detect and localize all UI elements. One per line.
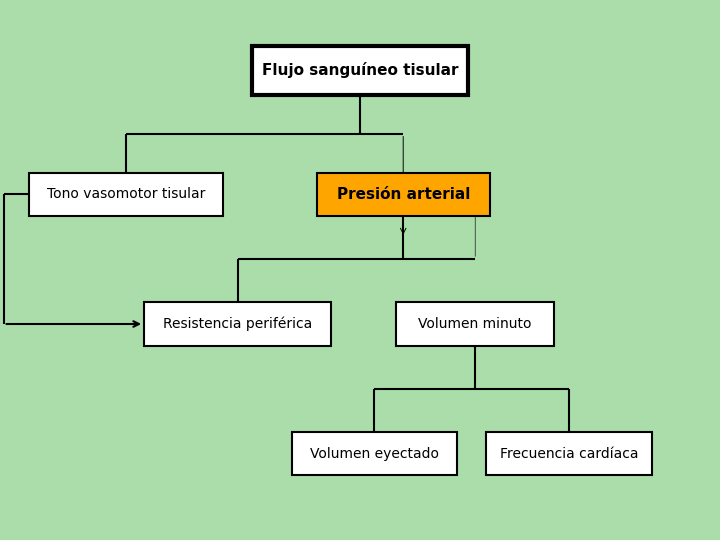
Text: Volumen minuto: Volumen minuto <box>418 317 532 331</box>
Text: Frecuencia cardíaca: Frecuencia cardíaca <box>500 447 638 461</box>
FancyBboxPatch shape <box>317 173 490 216</box>
FancyBboxPatch shape <box>29 173 223 216</box>
Text: Flujo sanguíneo tisular: Flujo sanguíneo tisular <box>262 62 458 78</box>
FancyBboxPatch shape <box>252 46 468 94</box>
FancyBboxPatch shape <box>144 302 331 346</box>
Text: Resistencia periférica: Resistencia periférica <box>163 317 312 331</box>
Text: Volumen eyectado: Volumen eyectado <box>310 447 439 461</box>
Text: Tono vasomotor tisular: Tono vasomotor tisular <box>47 187 205 201</box>
Text: Presión arterial: Presión arterial <box>336 187 470 202</box>
FancyBboxPatch shape <box>486 432 652 475</box>
FancyBboxPatch shape <box>396 302 554 346</box>
FancyBboxPatch shape <box>292 432 457 475</box>
